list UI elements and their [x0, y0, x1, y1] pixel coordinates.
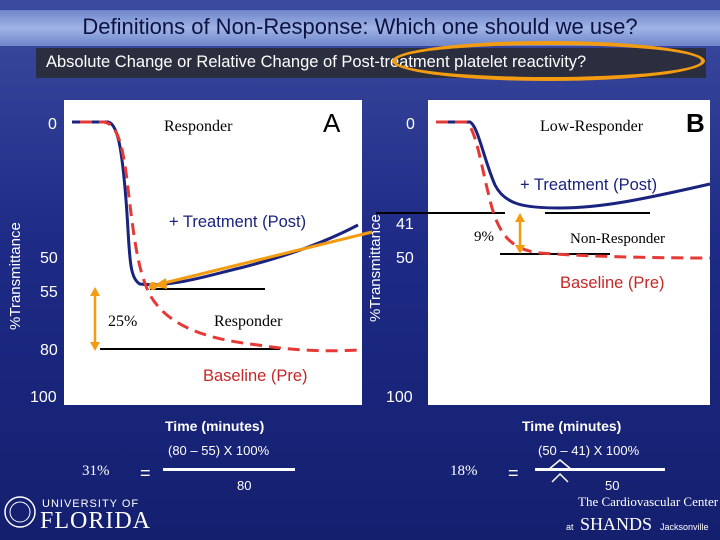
panel-b-denominator: 50 — [605, 478, 620, 493]
panel-a-tick-80: 80 — [40, 342, 58, 359]
panel-a-letter: A — [323, 108, 341, 138]
panel-b-tick-0: 0 — [406, 116, 415, 133]
panel-a-y-axis-label: %Transmittance — [7, 222, 24, 330]
panel-a-tick-100: 100 — [30, 389, 57, 406]
slide-title: Definitions of Non-Response: Which one s… — [82, 14, 638, 39]
panel-b-plot — [428, 100, 710, 405]
panel-a-pct-label: 25% — [108, 313, 138, 330]
panel-b-y-axis-label: %Transmittance — [367, 214, 384, 322]
panel-a-equals: = — [140, 463, 151, 483]
panel-a-pre-label: Baseline (Pre) — [203, 367, 308, 385]
jacksonville-text: Jacksonville — [660, 522, 709, 532]
panel-a-post-label: + Treatment (Post) — [169, 213, 307, 231]
shands-text: SHANDS — [580, 514, 653, 534]
panel-b-post-curve — [436, 120, 711, 210]
panel-b-tick-50: 50 — [396, 250, 414, 267]
panel-b-letter: B — [686, 108, 705, 138]
panel-b-tick-41: 41 — [396, 216, 414, 233]
panel-a-axis-ticks — [64, 123, 72, 400]
panel-b-low-responder-label: Low-Responder — [540, 118, 644, 135]
panel-b-pre-label: Baseline (Pre) — [560, 274, 665, 292]
panel-a-denominator: 80 — [237, 478, 252, 493]
panel-b-result: 18% — [450, 463, 478, 479]
panel-b-non-responder-label: Non-Responder — [570, 231, 665, 247]
panel-a-tick-55: 55 — [40, 284, 58, 301]
panel-b-tick-100: 100 — [386, 389, 413, 406]
panel-a-plot — [64, 100, 362, 405]
panel-a-formula: (80 – 55) X 100% — [168, 443, 270, 458]
panel-b-time-label: Time (minutes) — [522, 418, 622, 434]
panel-b-fraction-bar — [535, 468, 665, 471]
panel-a-tick-50: 50 — [40, 250, 58, 267]
cardio-center-text: The Cardiovascular Center — [578, 494, 719, 509]
panel-b-axis-ticks — [428, 123, 436, 400]
panel-a-fraction-bar — [163, 468, 295, 471]
panel-b-formula: (50 – 41) X 100% — [538, 443, 640, 458]
connector-arrow — [159, 230, 373, 286]
shands-logo-mark — [547, 459, 573, 483]
florida-text: FLORIDA — [40, 508, 152, 534]
panel-b-equals: = — [508, 463, 519, 483]
panel-b-pct-label: 9% — [474, 229, 494, 245]
title-band — [0, 10, 720, 46]
panel-a-responder-sub: Responder — [214, 313, 283, 330]
panel-a-responder-label: Responder — [164, 118, 233, 135]
panel-b-pre-curve — [436, 120, 711, 260]
university-of-text: UNIVERSITY OF — [42, 498, 140, 510]
panel-a-result: 31% — [82, 463, 110, 479]
at-text: at — [566, 522, 574, 532]
university-seal — [4, 496, 36, 528]
panel-a-tick-0: 0 — [48, 116, 57, 133]
panel-a-time-label: Time (minutes) — [165, 418, 265, 434]
panel-a-pre-curve — [80, 120, 359, 353]
panel-a-post-curve — [72, 120, 359, 287]
panel-b-post-label: + Treatment (Post) — [520, 176, 658, 194]
highlight-oval — [392, 41, 705, 81]
